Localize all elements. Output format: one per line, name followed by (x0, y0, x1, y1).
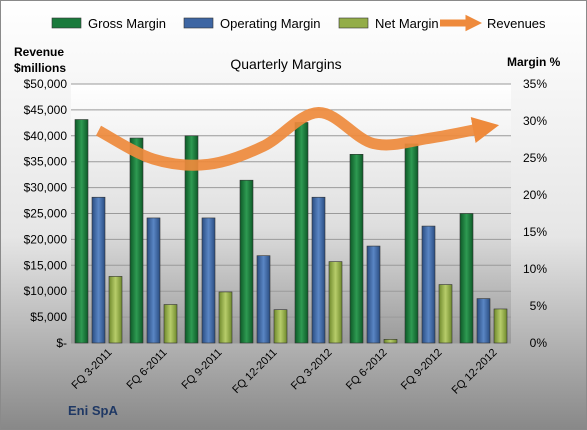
bar-operating-margin (366, 245, 381, 344)
left-tick-label: $35,000 (24, 155, 68, 169)
bar-operating-margin (91, 196, 106, 344)
bar-operating-margin (421, 225, 436, 344)
left-tick-label: $40,000 (24, 129, 68, 143)
bar-gross-margin (129, 137, 144, 344)
legend-label-net-margin: Net Margin (375, 16, 439, 31)
bar-net-margin (438, 284, 453, 344)
bar-operating-margin (476, 298, 491, 344)
left-axis-label-line2: $millions (14, 61, 66, 75)
legend-swatch-gross-margin (51, 17, 82, 29)
bar-gross-margin (184, 135, 199, 344)
left-tick-label: $50,000 (24, 77, 68, 91)
left-tick-label: $5,000 (30, 310, 67, 324)
left-axis-ticks: $- $5,000 $10,000 $15,000 $20,000 $25,000 $30,… (24, 77, 68, 350)
legend-swatch-operating-margin (183, 17, 214, 29)
bar-net-margin (328, 261, 343, 344)
bar-gross-margin (404, 143, 419, 344)
left-tick-label: $15,000 (24, 258, 68, 272)
bar-net-margin (493, 308, 508, 344)
right-tick-label: 35% (523, 77, 547, 91)
left-tick-label: $- (56, 336, 67, 350)
right-tick-label: 15% (523, 225, 547, 239)
right-axis-label: Margin % (507, 55, 561, 69)
right-tick-label: 20% (523, 188, 547, 202)
bar-operating-margin (146, 217, 161, 344)
bar-gross-margin (239, 179, 254, 344)
gridlines (71, 83, 511, 344)
chart-title: Quarterly Margins (230, 56, 341, 72)
bar-operating-margin (311, 196, 326, 344)
left-tick-label: $20,000 (24, 232, 68, 246)
right-tick-label: 0% (530, 336, 548, 350)
left-tick-label: $30,000 (24, 181, 68, 195)
legend: Gross Margin Operating Margin Net Margin Re… (51, 14, 546, 32)
right-tick-label: 30% (523, 114, 547, 128)
left-axis-label-line1: Revenue (14, 45, 64, 59)
legend-label-gross-margin: Gross Margin (88, 16, 166, 31)
bar-gross-margin (349, 154, 364, 344)
revenue-line-group (95, 106, 500, 171)
bar-operating-margin (201, 217, 216, 344)
bar-operating-margin (256, 255, 271, 344)
left-tick-label: $45,000 (24, 103, 68, 117)
legend-label-operating-margin: Operating Margin (220, 16, 320, 31)
bar-net-margin (163, 304, 178, 344)
bar-net-margin (108, 276, 123, 344)
right-tick-label: 10% (523, 262, 547, 276)
left-tick-label: $25,000 (24, 207, 68, 221)
right-tick-label: 25% (523, 151, 547, 165)
bar-gross-margin (459, 213, 474, 344)
bar-gross-margin (294, 122, 309, 344)
bar-gross-margin (74, 119, 89, 344)
revenue-line (95, 106, 500, 171)
bar-net-margin (383, 338, 398, 344)
bar-net-margin (273, 309, 288, 344)
bar-net-margin (218, 291, 233, 344)
left-tick-label: $10,000 (24, 284, 68, 298)
right-tick-label: 5% (530, 299, 548, 313)
company-label: Eni SpA (68, 403, 118, 418)
right-axis-ticks: 0% 5% 10% 15% 20% 25% 30% 35% (523, 77, 547, 350)
legend-swatch-net-margin (338, 17, 369, 29)
bars-group (74, 119, 508, 344)
legend-label-revenues: Revenues (487, 16, 546, 31)
